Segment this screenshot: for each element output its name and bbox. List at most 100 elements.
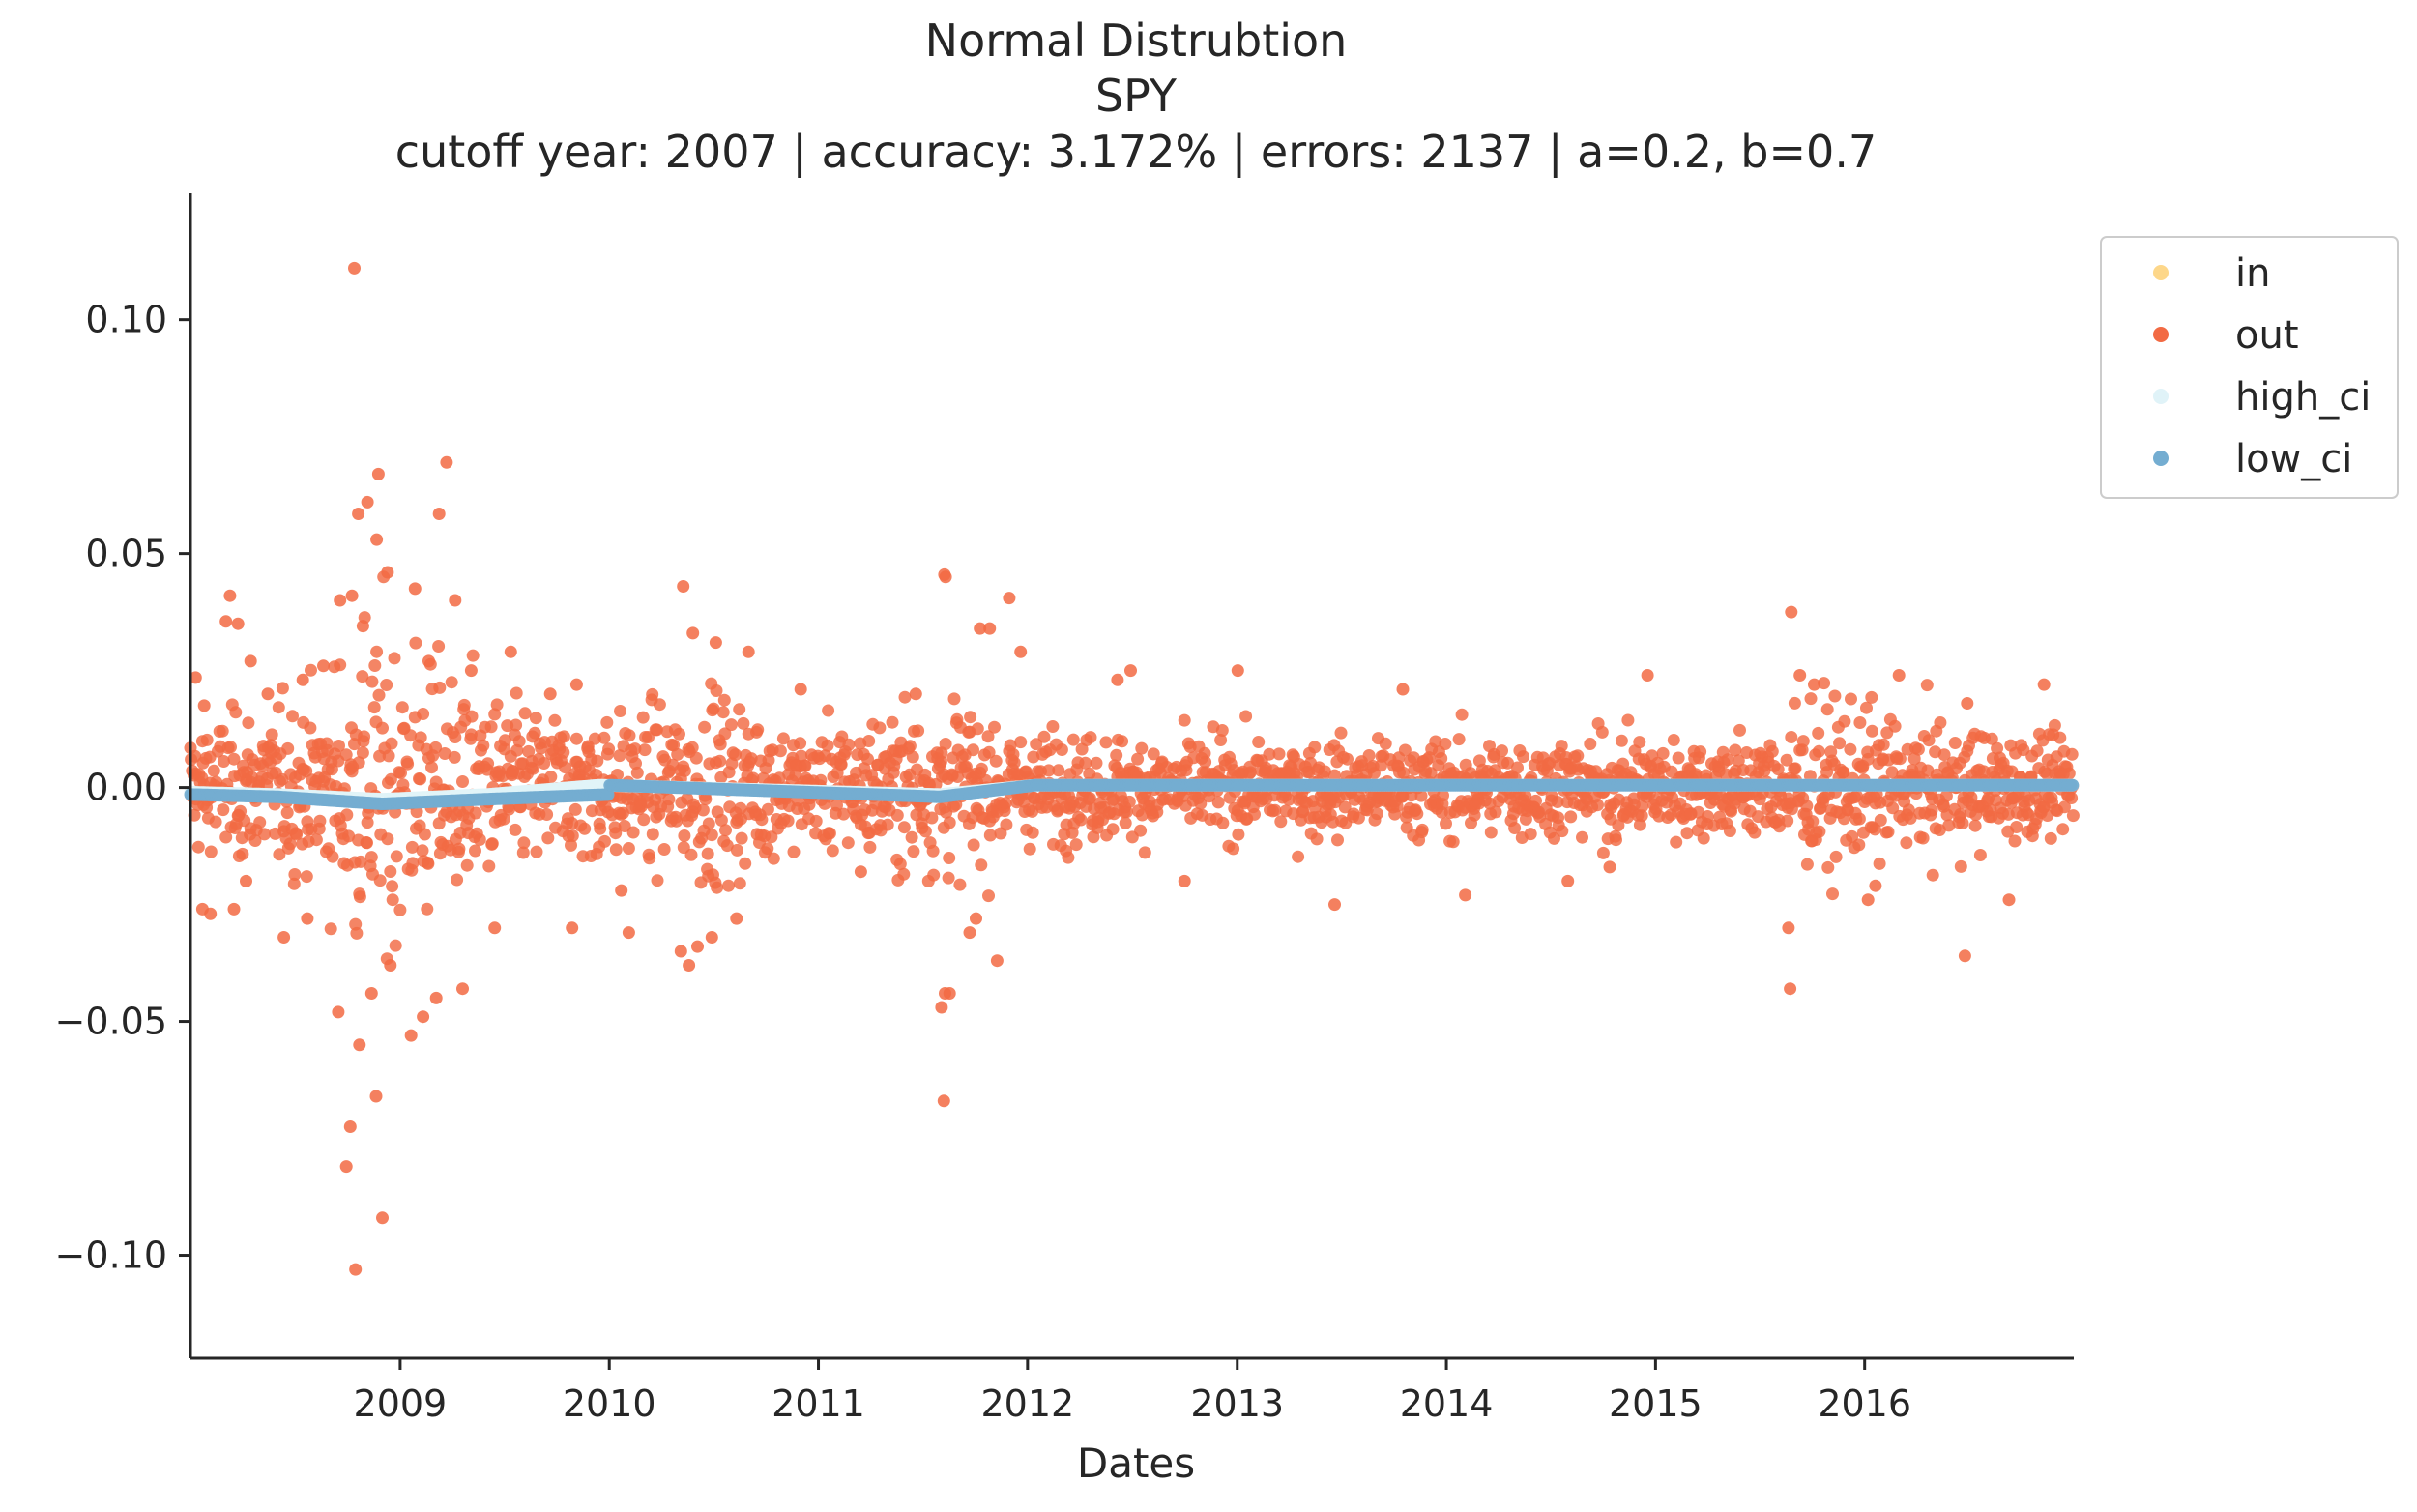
x-tick-label: 2013 (1190, 1382, 1284, 1425)
out-point (1199, 755, 1212, 769)
out-point (1110, 748, 1123, 762)
out-point (722, 879, 735, 892)
out-point (504, 645, 517, 658)
out-point (970, 912, 982, 925)
out-point (2053, 731, 2067, 744)
out-point (421, 902, 434, 916)
out-point (356, 620, 369, 633)
out-point (909, 687, 922, 701)
out-point (460, 858, 474, 872)
out-point (334, 658, 347, 672)
out-point (414, 731, 427, 744)
out-point (1548, 831, 1560, 845)
x-tick-label: 2010 (563, 1382, 656, 1425)
out-point (1937, 748, 1951, 762)
out-point (761, 842, 774, 856)
out-point (373, 874, 387, 887)
out-point (509, 823, 522, 836)
out-point (717, 693, 731, 707)
out-point (1037, 730, 1051, 743)
out-point (207, 764, 220, 777)
out-point (983, 622, 997, 635)
out-point (416, 844, 429, 858)
out-point (286, 710, 299, 723)
out-point (943, 987, 956, 1000)
out-point (1379, 737, 1392, 750)
out-point (678, 764, 691, 777)
out-point (1122, 795, 1136, 808)
out-point (2037, 678, 2051, 691)
out-point (361, 495, 374, 509)
out-point (594, 822, 607, 835)
out-point (216, 724, 229, 738)
out-point (512, 735, 526, 748)
out-point (1318, 765, 1331, 778)
out-point (361, 836, 373, 850)
out-point (1084, 731, 1097, 744)
out-point (1922, 734, 1936, 747)
out-point (1838, 714, 1851, 728)
out-point (1596, 846, 1610, 859)
out-point (217, 755, 230, 768)
out-point (618, 820, 631, 832)
out-point (1216, 816, 1230, 829)
out-point (988, 720, 1001, 734)
out-point (1134, 824, 1148, 837)
out-point (197, 699, 211, 712)
out-point (1052, 764, 1065, 777)
plot-area (184, 261, 2080, 1276)
out-point (1124, 664, 1137, 678)
x-tick-label: 2011 (772, 1382, 865, 1425)
out-point (1916, 831, 1930, 845)
out-point (1375, 759, 1387, 772)
out-point (1007, 756, 1021, 770)
out-point (1812, 726, 1825, 740)
out-point (854, 865, 867, 879)
out-point (622, 926, 635, 940)
legend-marker-low-ci (2153, 451, 2169, 466)
out-point (1263, 747, 1276, 761)
out-point (1636, 800, 1649, 813)
out-point (277, 931, 291, 944)
out-point (1496, 744, 1508, 758)
out-point (543, 687, 557, 701)
out-point (637, 813, 651, 827)
out-point (1732, 754, 1745, 768)
out-point (841, 836, 855, 850)
y-tick-label: −0.10 (55, 1235, 167, 1277)
out-point (1828, 689, 1842, 703)
out-point (1958, 949, 1971, 963)
out-point (1865, 690, 1878, 704)
out-point (746, 771, 760, 785)
out-point (485, 837, 499, 851)
out-point (1026, 826, 1039, 839)
out-point (1274, 815, 1288, 829)
legend-marker-high-ci (2153, 389, 2169, 404)
out-point (448, 750, 461, 764)
out-point (1667, 734, 1680, 746)
out-point (522, 744, 536, 758)
out-point (1272, 747, 1286, 761)
out-point (1055, 743, 1068, 756)
out-point (1694, 745, 1707, 759)
out-point (1398, 743, 1412, 757)
out-point (826, 844, 839, 858)
out-point (622, 842, 635, 855)
out-point (231, 617, 245, 630)
out-point (1701, 810, 1714, 823)
out-point (1178, 874, 1191, 887)
out-point (414, 772, 427, 786)
out-point (1920, 679, 1934, 692)
out-point (364, 851, 378, 864)
out-point (971, 722, 984, 736)
out-point (287, 877, 301, 890)
out-point (1784, 982, 1797, 996)
out-point (516, 846, 530, 859)
out-point (528, 726, 541, 740)
out-point (897, 821, 911, 834)
out-point (1178, 713, 1191, 727)
out-point (1865, 724, 1878, 738)
out-point (498, 734, 511, 747)
out-point (1459, 888, 1472, 902)
out-point (422, 654, 435, 668)
